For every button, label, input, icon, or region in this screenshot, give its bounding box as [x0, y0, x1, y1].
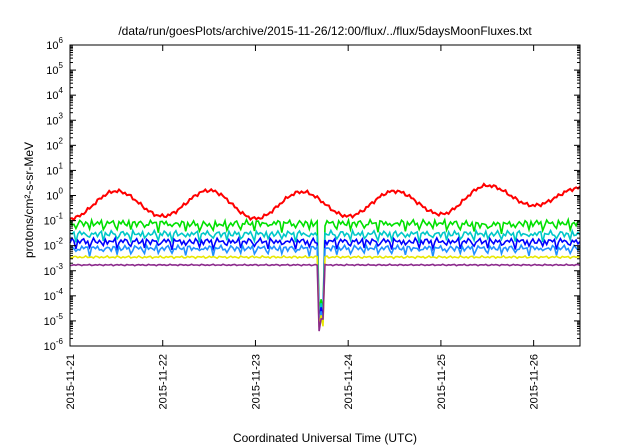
chart-title: /data/run/goesPlots/archive/2015-11-26/1… — [118, 24, 532, 38]
x-tick-label: 2015-11-25 — [436, 354, 448, 409]
y-tick-label: 102 — [46, 136, 63, 152]
plot-frame — [69, 44, 581, 347]
x-tick-label: 2015-11-24 — [343, 354, 355, 409]
x-tick-label: 2015-11-26 — [529, 354, 541, 409]
y-tick-label: 10-1 — [44, 212, 64, 228]
y-tick-label: 100 — [46, 187, 63, 203]
series-line — [69, 182, 581, 222]
x-tick-label: 2015-11-23 — [250, 354, 262, 409]
series-line — [69, 254, 581, 328]
y-tick-label: 10-6 — [44, 337, 64, 353]
y-tick-label: 106 — [46, 36, 63, 52]
series-line — [69, 263, 581, 332]
y-tick-label: 10-5 — [44, 312, 64, 328]
y-tick-label: 101 — [46, 161, 63, 177]
y-axis-label: protons/cm²-s-sr-MeV — [22, 142, 36, 258]
x-axis-label: Coordinated Universal Time (UTC) — [233, 431, 417, 445]
series-line — [69, 242, 581, 324]
y-tick-label: 10-4 — [44, 287, 64, 303]
series-group — [69, 182, 581, 332]
x-tick-label: 2015-11-21 — [65, 354, 77, 409]
series-line — [69, 216, 581, 312]
y-tick-label: 103 — [46, 111, 63, 127]
x-tick-label: 2015-11-22 — [158, 354, 170, 409]
y-tick-label: 105 — [46, 61, 63, 77]
x-axis: 2015-11-21 2015-11-22 2015-11-23 2015-11-24… — [65, 45, 541, 409]
y-axis: 10-6 10-5 10-4 10-3 10-2 10-1 100 101 102 103 104 1… — [44, 36, 580, 353]
series-line — [69, 227, 581, 316]
series-line — [69, 235, 581, 320]
y-tick-label: 10-3 — [44, 262, 64, 278]
y-tick-label: 10-2 — [44, 237, 64, 253]
y-tick-label: 104 — [46, 86, 63, 102]
